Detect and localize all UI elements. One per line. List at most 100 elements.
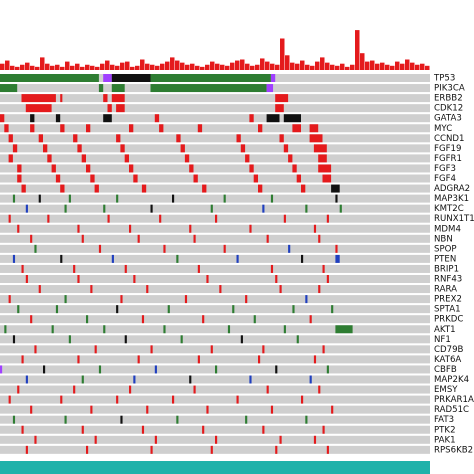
alteration [202,315,205,324]
alteration [270,405,274,414]
alteration [98,84,104,93]
alteration [86,445,89,454]
gene-label: CDK12 [434,104,463,114]
alteration [116,395,119,404]
alteration [245,295,248,304]
alteration [81,375,84,384]
count-bar [330,64,335,70]
alteration [137,355,140,364]
alteration [43,365,46,374]
alteration [210,204,213,213]
alteration [73,134,78,143]
alteration [21,425,24,434]
alteration [150,84,267,93]
alteration [17,164,22,173]
alteration [163,325,166,334]
count-bar [360,53,365,70]
alteration [90,285,93,294]
alteration [150,345,153,354]
alteration [30,234,33,243]
alteration [258,184,263,193]
alteration [86,315,89,324]
alteration [159,124,164,133]
row-background [0,445,430,454]
alteration [111,254,114,263]
count-bar [235,60,240,70]
alteration [68,194,71,203]
alteration [189,224,192,233]
row-background [0,164,430,173]
alteration [17,305,20,314]
alteration [8,134,13,143]
alteration [266,114,280,123]
gene-label: MDM4 [434,224,461,234]
alteration [184,154,190,163]
alteration [180,335,183,344]
alteration [17,385,20,394]
alteration [275,104,284,113]
alteration [4,325,7,334]
row-background [0,295,430,304]
count-bar [185,64,190,70]
alteration [141,315,145,324]
row-background [0,375,430,384]
count-bar [390,65,395,70]
alteration [17,224,20,233]
alteration [47,214,50,223]
count-bar [385,64,390,70]
alteration [206,275,209,283]
alteration [283,144,289,153]
alteration [81,425,84,434]
count-bar [95,66,100,70]
alteration [266,234,269,243]
count-bar [130,66,135,70]
alteration [275,94,289,103]
gene-label: FGF19 [434,144,461,154]
count-bar [20,64,25,70]
alteration [73,385,76,394]
row-background [0,335,430,344]
alteration [77,144,82,153]
count-bar [320,57,325,70]
alteration [172,194,175,203]
alteration [116,305,119,314]
alteration [150,204,153,213]
alteration [206,405,209,414]
row-background [0,224,430,233]
alteration [0,114,5,123]
alteration [133,375,136,384]
alteration [176,134,181,143]
alteration [98,244,102,253]
alteration [86,164,91,173]
count-bar [175,60,180,70]
count-bar [25,62,30,70]
count-bar [225,65,230,70]
alteration [111,84,125,93]
alteration [210,445,213,454]
alteration [197,355,200,364]
gene-label: FGFR1 [434,154,462,164]
gene-label: FAT3 [434,415,454,425]
alteration [172,395,175,404]
alteration [288,244,291,253]
count-bar [190,63,195,70]
count-bar [45,63,50,70]
count-bar [70,65,75,70]
alteration [25,375,28,384]
alteration [301,254,304,263]
alteration [215,365,218,374]
alteration [129,224,132,233]
alteration [77,355,80,364]
alteration [55,114,61,123]
alteration [189,375,192,384]
alteration [21,264,24,273]
alteration [150,445,153,454]
alteration [60,395,63,404]
count-bar [180,62,185,70]
alteration [318,234,321,243]
alteration [129,164,134,173]
alteration [51,164,56,173]
alteration [38,194,41,203]
alteration [279,134,284,143]
count-bar [80,66,85,70]
